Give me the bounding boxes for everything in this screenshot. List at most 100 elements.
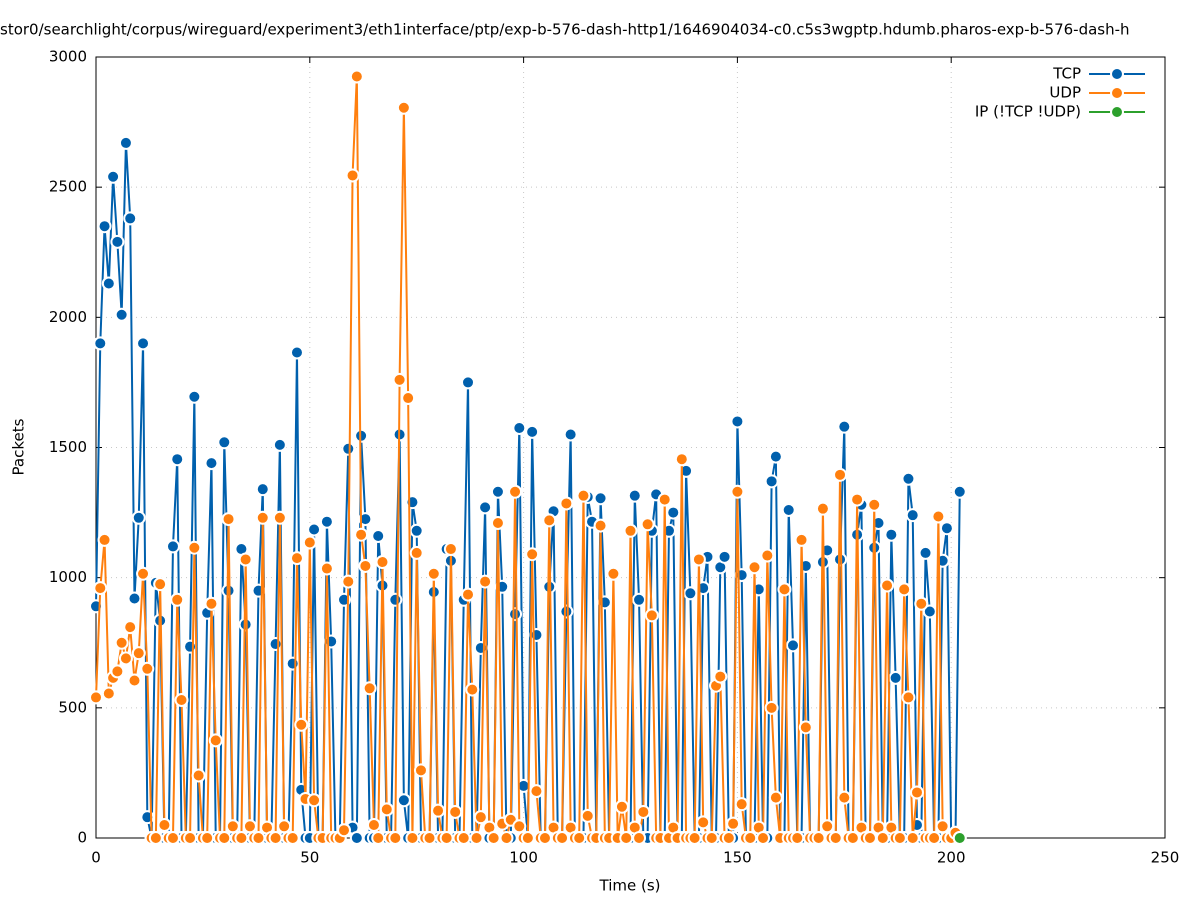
data-point	[640, 517, 655, 532]
data-point	[529, 627, 544, 642]
data-point	[632, 592, 647, 607]
data-point	[815, 501, 830, 516]
data-point	[140, 661, 155, 676]
data-point	[777, 582, 792, 597]
data-point	[371, 529, 386, 544]
data-point	[127, 673, 142, 688]
data-point	[828, 831, 843, 845]
data-point	[131, 510, 146, 525]
data-point	[255, 482, 270, 497]
data-point	[713, 669, 728, 684]
data-point	[850, 492, 865, 507]
data-point	[909, 785, 924, 800]
data-point	[837, 790, 852, 805]
data-point	[704, 831, 719, 845]
x-tick-label: 200	[937, 849, 966, 867]
data-point	[593, 518, 608, 533]
chart-title: stor0/searchlight/corpus/wireguard/exper…	[0, 21, 1130, 39]
data-point	[362, 681, 377, 696]
data-point	[691, 552, 706, 567]
data-point	[717, 549, 732, 564]
y-tick-label: 0	[77, 829, 87, 847]
y-tick-label: 1000	[49, 568, 87, 586]
data-point	[101, 686, 116, 701]
data-point	[409, 545, 424, 560]
data-point	[153, 577, 168, 592]
data-point	[255, 510, 270, 525]
data-point	[234, 831, 249, 845]
legend-label: UDP	[1049, 84, 1081, 102]
data-point	[174, 693, 189, 708]
data-point	[884, 527, 899, 542]
data-point	[730, 414, 745, 429]
data-point	[632, 831, 647, 845]
data-point	[110, 234, 125, 249]
data-point	[833, 467, 848, 482]
data-point	[905, 831, 920, 845]
data-point	[118, 651, 133, 666]
data-point	[730, 484, 745, 499]
data-point	[187, 389, 202, 404]
x-tick-label: 0	[91, 849, 101, 867]
data-point	[413, 763, 428, 778]
data-point	[914, 596, 929, 611]
data-point	[679, 463, 694, 478]
data-point	[473, 810, 488, 825]
data-point	[289, 551, 304, 566]
data-point	[606, 566, 621, 581]
data-point	[272, 437, 287, 452]
data-point	[790, 831, 805, 845]
data-point	[952, 831, 967, 845]
data-point	[131, 646, 146, 661]
data-point	[862, 831, 877, 845]
data-point	[110, 664, 125, 679]
x-axis-label: Time (s)	[599, 877, 661, 895]
data-point	[499, 831, 514, 845]
data-point	[593, 491, 608, 506]
data-point	[614, 799, 629, 814]
data-point	[726, 816, 741, 831]
data-point	[508, 484, 523, 499]
data-point	[136, 566, 151, 581]
data-point	[392, 372, 407, 387]
data-point	[123, 211, 138, 226]
data-point	[811, 831, 826, 845]
data-point	[542, 513, 557, 528]
data-point	[781, 502, 796, 517]
data-point	[525, 547, 540, 562]
data-point	[272, 510, 287, 525]
data-point	[636, 804, 651, 819]
data-point	[785, 638, 800, 653]
data-point	[897, 582, 912, 597]
data-point	[456, 831, 471, 845]
data-point	[366, 817, 381, 832]
data-point	[285, 831, 300, 845]
data-point	[721, 831, 736, 845]
data-point	[358, 558, 373, 573]
data-point	[354, 527, 369, 542]
data-point	[307, 793, 322, 808]
data-point	[136, 336, 151, 351]
data-point	[371, 831, 386, 845]
legend-marker	[1110, 67, 1124, 81]
data-point	[268, 637, 283, 652]
data-point	[337, 823, 352, 838]
data-point	[461, 375, 476, 390]
data-point	[268, 831, 283, 845]
data-point	[888, 670, 903, 685]
data-point	[461, 587, 476, 602]
data-point	[512, 420, 527, 435]
data-point	[93, 336, 108, 351]
data-point	[307, 522, 322, 537]
data-point	[170, 592, 185, 607]
data-point	[580, 808, 595, 823]
data-point	[939, 521, 954, 536]
data-point	[409, 523, 424, 538]
legend-marker	[1110, 86, 1124, 100]
data-point	[901, 471, 916, 486]
data-point	[165, 539, 180, 554]
data-point	[157, 817, 172, 832]
data-point	[285, 656, 300, 671]
data-point	[101, 276, 116, 291]
data-point	[183, 831, 198, 845]
